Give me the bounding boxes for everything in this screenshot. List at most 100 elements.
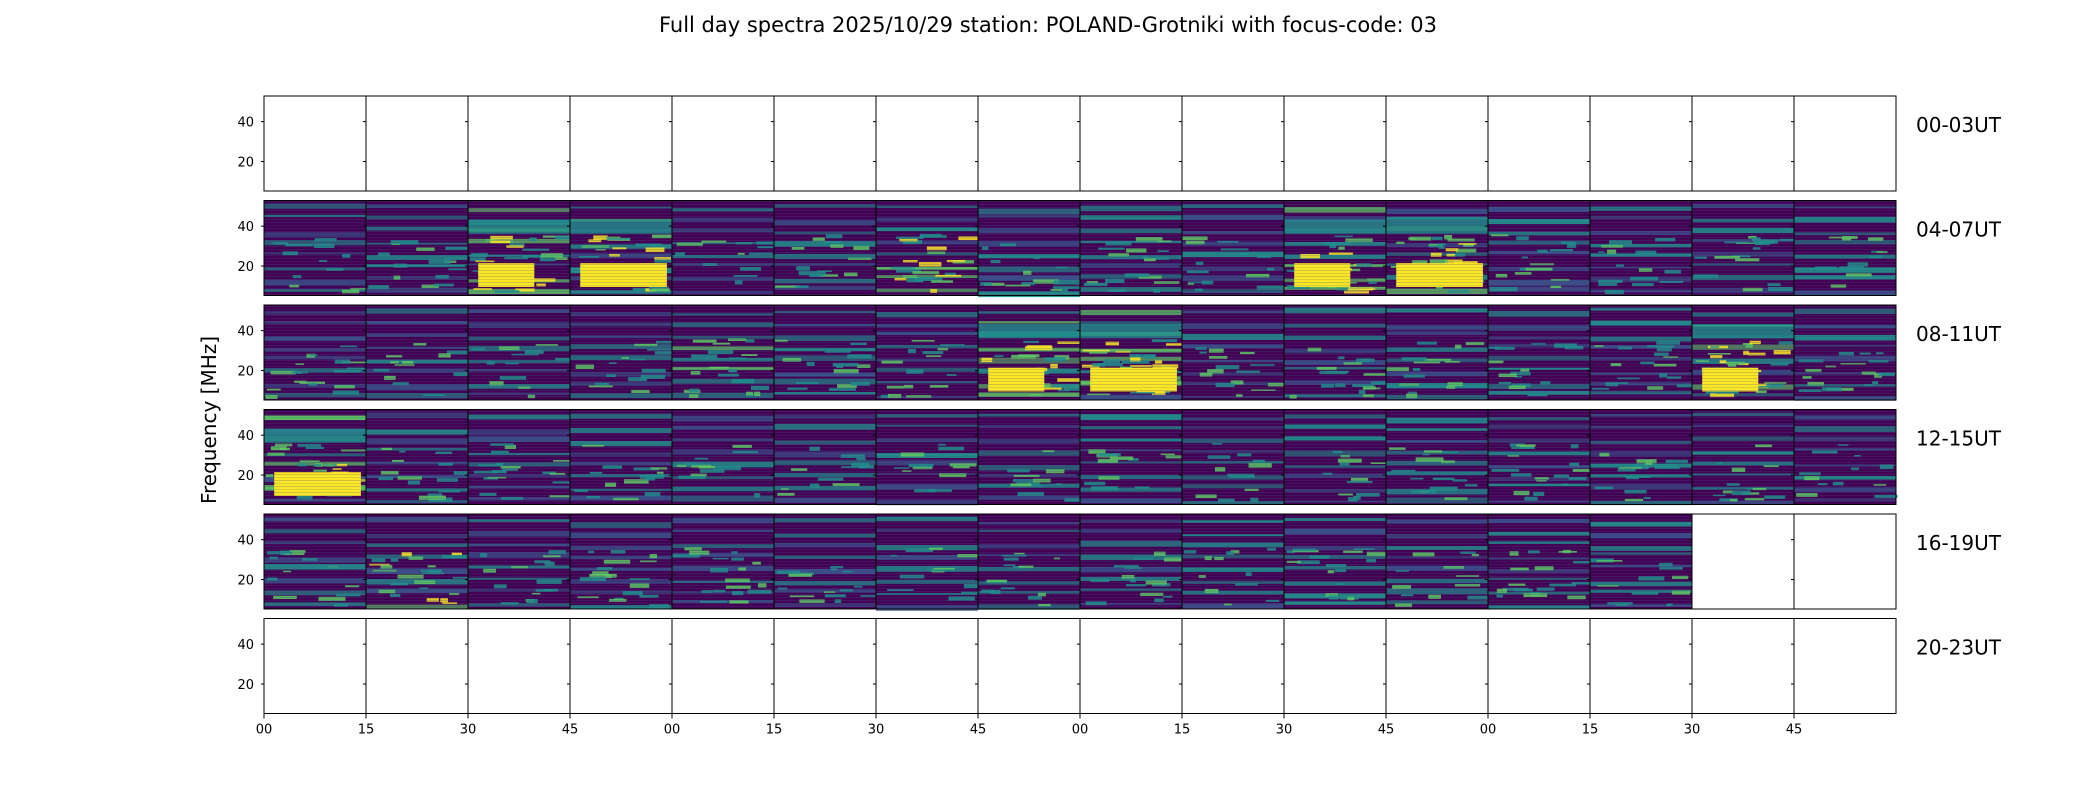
spectrogram-panel — [1077, 95, 1183, 192]
spectrogram-panel — [1179, 618, 1285, 714]
spectrogram-panel — [1587, 409, 1693, 506]
spectrogram-panel — [261, 618, 367, 714]
spectrogram-panel — [669, 409, 775, 505]
spectrogram-panel — [1383, 304, 1489, 401]
spectrogram-panel — [873, 409, 979, 506]
chart-title: Full day spectra 2025/10/29 station: POL… — [659, 13, 1437, 37]
spectrogram-panel — [1281, 304, 1388, 401]
spectrogram-panel — [1791, 409, 1898, 505]
y-tick-label: 20 — [237, 678, 254, 693]
x-tick-label: 00 — [256, 723, 273, 738]
spectrogram-panel — [567, 513, 673, 610]
spectrogram-panel — [1077, 513, 1192, 610]
x-tick-label: 00 — [1480, 723, 1497, 738]
spectrogram-panel — [1791, 513, 1897, 610]
spectrogram-panel — [465, 513, 571, 610]
spectrogram-panel — [1689, 513, 1795, 610]
y-tick-label: 40 — [237, 534, 254, 549]
spectrogram-panel — [1689, 409, 1795, 505]
spectrogram-panel — [873, 618, 979, 714]
spectrogram-panel — [1179, 200, 1285, 296]
spectrogram-panel — [1281, 95, 1387, 192]
spectrogram-panel — [1077, 618, 1183, 714]
spectra-row-04-07UT: 40 20 04-07UT — [237, 200, 2002, 298]
row-label: 12-15UT — [1916, 427, 2002, 451]
y-tick-label: 20 — [237, 574, 254, 589]
spectrogram-panel — [567, 95, 673, 192]
spectrogram-panel — [1179, 513, 1285, 610]
row-label: 00-03UT — [1916, 113, 2002, 137]
spectrogram-panel — [1383, 95, 1489, 192]
x-tick-label: 30 — [1684, 723, 1701, 738]
spectrogram-panel — [975, 409, 1091, 505]
x-tick-label: 45 — [1378, 723, 1395, 738]
x-tick-label: 45 — [970, 723, 987, 738]
spectrogram-panel — [771, 304, 877, 401]
spectrogram-panel — [975, 513, 1081, 610]
row-label: 08-11UT — [1916, 322, 2002, 346]
spectrogram-panel — [975, 618, 1081, 714]
y-tick-label: 40 — [237, 116, 254, 131]
spectrogram-panel — [975, 200, 1082, 298]
spectrogram-panel — [1791, 304, 1897, 401]
spectrogram-panel — [1383, 513, 1489, 610]
spectrogram-panel — [1077, 200, 1183, 296]
spectrogram-panel — [1587, 304, 1701, 401]
spectrogram-panel — [261, 200, 377, 296]
spectrogram-panel — [873, 200, 985, 296]
spectrogram-panel — [1485, 304, 1591, 401]
spectra-rows: 40 20 00-03UT 40 20 04-07UT 40 20 08-11UT 40 20 12-… — [237, 95, 2002, 714]
spectrogram-panel — [1485, 513, 1599, 610]
x-tick-label: 15 — [358, 723, 375, 738]
spectrogram-panel — [363, 513, 473, 610]
spectrogram-panel — [873, 513, 991, 611]
y-tick-label: 40 — [237, 429, 254, 444]
spectrogram-panel — [669, 95, 775, 192]
y-axis-label: Frequency [MHz] — [197, 336, 221, 504]
spectrogram-panel — [465, 618, 571, 714]
spectrogram-panel — [1587, 200, 1693, 296]
x-tick-label: 30 — [1276, 723, 1293, 738]
spectrogram-panel — [363, 304, 478, 401]
spectrogram-panel — [1077, 409, 1190, 505]
y-tick-label: 40 — [237, 325, 254, 340]
y-tick-label: 40 — [237, 220, 254, 235]
spectrogram-panel — [1281, 513, 1387, 610]
x-tick-label: 30 — [868, 723, 885, 738]
spectrogram-panel — [669, 200, 781, 296]
spectra-row-12-15UT: 40 20 12-15UT — [237, 409, 2002, 506]
spectrogram-panel — [873, 95, 979, 192]
spectrogram-panel — [1791, 95, 1897, 192]
spectra-row-08-11UT: 40 20 08-11UT — [237, 304, 2002, 401]
spectrogram-panel — [873, 304, 979, 401]
spectrogram-panel — [1383, 618, 1489, 714]
x-axis-ticks: 00 15 30 45 00 15 30 45 00 15 30 45 00 15 30 45 — [256, 713, 1802, 738]
spectrogram-panel — [975, 95, 1081, 192]
y-tick-label: 40 — [237, 638, 254, 653]
spectrogram-panel — [261, 409, 369, 505]
spectrogram-panel — [465, 200, 578, 296]
y-tick-label: 20 — [237, 365, 254, 380]
row-label: 16-19UT — [1916, 531, 2002, 555]
x-tick-label: 00 — [664, 723, 681, 738]
spectrogram-panel — [1791, 618, 1897, 714]
spectrogram-panel — [465, 95, 571, 192]
spectrogram-panel — [465, 409, 577, 505]
spectrogram-panel — [1179, 304, 1287, 401]
spectrogram-panel — [669, 304, 775, 401]
x-tick-label: 15 — [766, 723, 783, 738]
spectrogram-panel — [1791, 200, 1897, 296]
y-tick-label: 20 — [237, 469, 254, 484]
spectrogram-panel — [1281, 618, 1387, 714]
x-tick-label: 00 — [1072, 723, 1089, 738]
spectrogram-panel — [1077, 304, 1192, 401]
spectrogram-panel — [567, 200, 677, 296]
x-tick-label: 45 — [562, 723, 579, 738]
spectrogram-panel — [1689, 95, 1795, 192]
spectrogram-panel — [363, 200, 469, 296]
spectrogram-panel — [1689, 304, 1795, 401]
spectrogram-panel — [567, 618, 673, 714]
y-tick-label: 20 — [237, 156, 254, 171]
spectrogram-panel — [1587, 513, 1693, 610]
